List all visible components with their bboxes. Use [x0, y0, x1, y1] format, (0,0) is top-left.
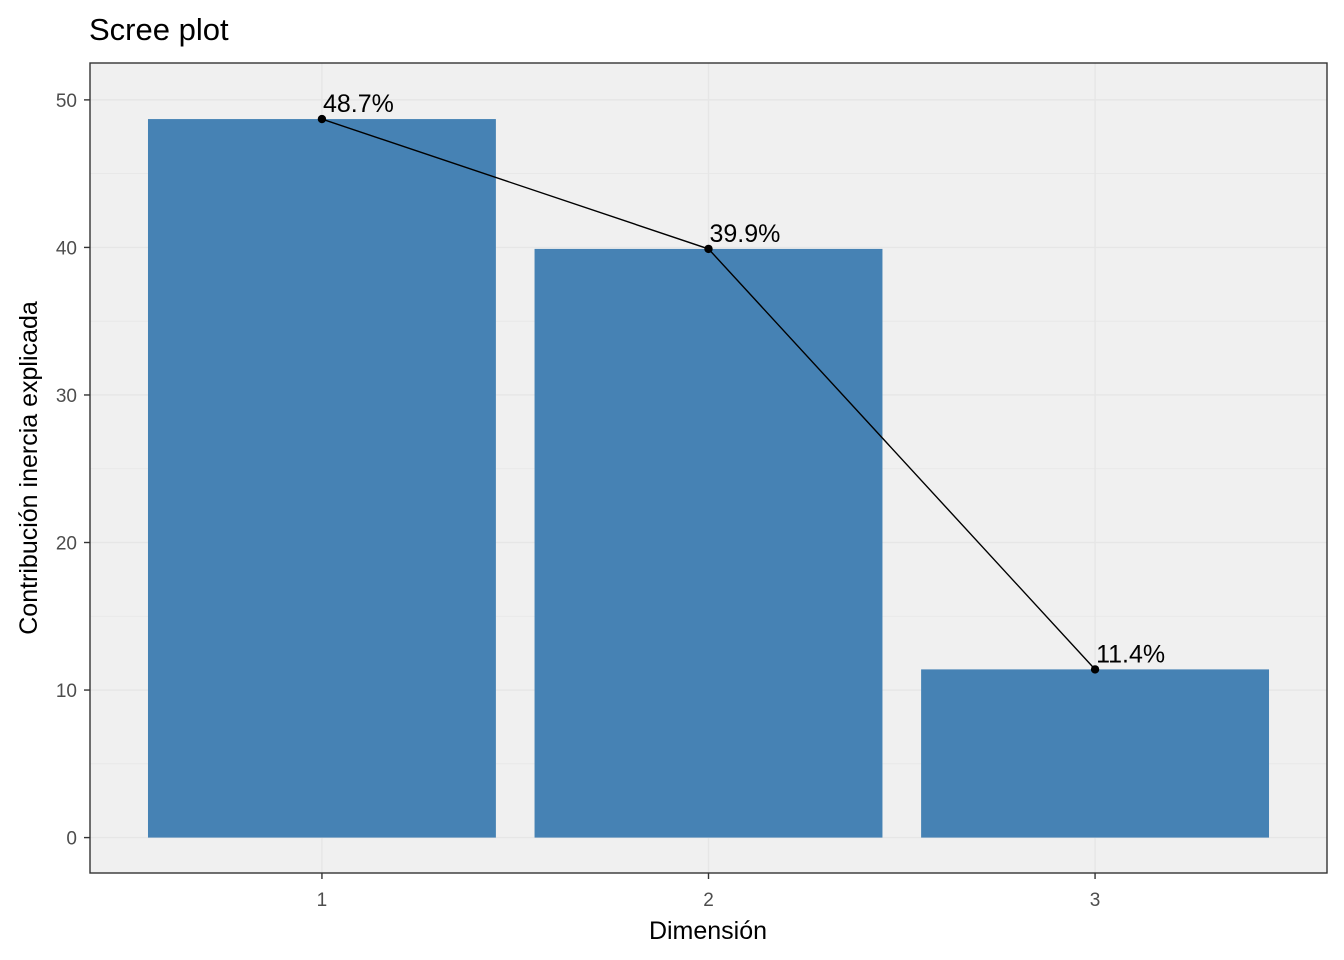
- y-tick-label: 20: [56, 534, 77, 555]
- data-label: 11.4%: [1096, 640, 1165, 668]
- scree-line: [317, 114, 1100, 674]
- plot-panel: 48.7% 39.9% 11.4%: [89, 62, 1328, 874]
- y-tick-label: 30: [56, 386, 77, 407]
- x-axis-title: Dimensión: [649, 917, 767, 945]
- bar: [147, 119, 496, 838]
- x-tick-label: 1: [317, 890, 328, 911]
- y-tick-label: 10: [56, 681, 77, 702]
- data-label: 48.7%: [323, 90, 394, 118]
- bars: [147, 119, 1270, 838]
- scree-point: [704, 244, 713, 254]
- x-tick-label: 3: [1090, 890, 1101, 911]
- x-tick-label: 2: [703, 890, 714, 911]
- y-tick-label: 50: [56, 91, 77, 112]
- y-tick-label: 40: [56, 238, 77, 259]
- y-axis: 0 10 20 30 40 50: [56, 91, 90, 850]
- y-axis-title: Contribución inercia explicada: [15, 301, 43, 635]
- scree-point: [1090, 665, 1100, 674]
- bar: [921, 669, 1270, 838]
- scree-point: [317, 114, 327, 124]
- data-labels: 48.7% 39.9% 11.4%: [323, 90, 1165, 668]
- bar: [534, 248, 883, 838]
- y-tick-label: 0: [66, 829, 77, 850]
- data-label: 39.9%: [710, 220, 781, 248]
- x-axis: 1 2 3: [317, 873, 1101, 911]
- chart-title: Scree plot: [89, 12, 229, 47]
